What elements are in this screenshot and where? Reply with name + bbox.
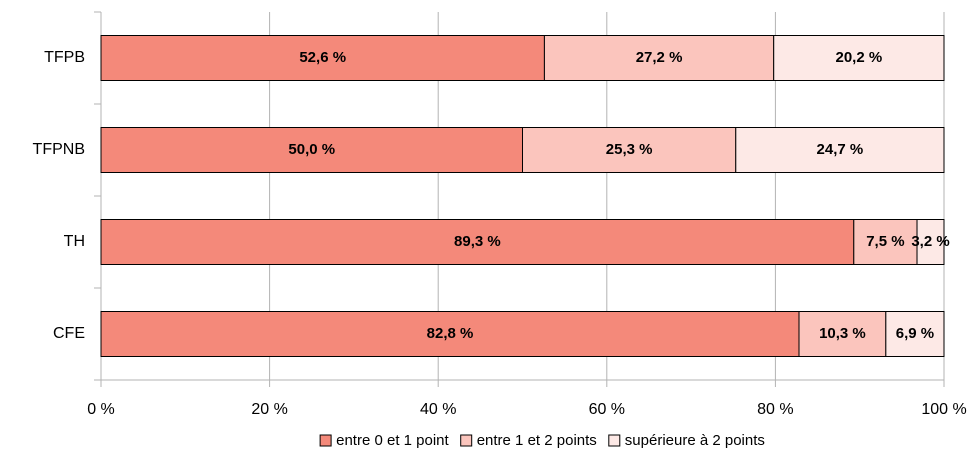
value-label: 89,3 % xyxy=(454,233,501,250)
y-tick-label: TFPB xyxy=(44,49,85,66)
bar-segment xyxy=(100,35,545,81)
legend-swatch xyxy=(608,434,621,447)
legend-label: supérieure à 2 points xyxy=(625,432,765,449)
bar-segment xyxy=(522,127,737,173)
x-tick-label: 80 % xyxy=(757,401,793,418)
legend-item: entre 1 et 2 points xyxy=(460,432,597,449)
legend-label: entre 1 et 2 points xyxy=(477,432,597,449)
value-label: 3,2 % xyxy=(911,233,949,250)
legend-label: entre 0 et 1 point xyxy=(336,432,449,449)
value-label: 10,3 % xyxy=(819,325,866,342)
value-label: 24,7 % xyxy=(817,141,864,158)
bar-segment xyxy=(100,311,800,357)
x-tick-label: 20 % xyxy=(251,401,287,418)
legend-swatch xyxy=(460,434,473,447)
value-label: 7,5 % xyxy=(866,233,904,250)
bar-segment xyxy=(916,219,945,265)
value-label: 50,0 % xyxy=(288,141,335,158)
value-label: 25,3 % xyxy=(606,141,653,158)
x-tick-label: 40 % xyxy=(420,401,456,418)
x-tick-label: 0 % xyxy=(87,401,115,418)
bar-segment xyxy=(735,127,945,173)
bar-segment xyxy=(100,219,855,265)
legend-item: supérieure à 2 points xyxy=(608,432,765,449)
value-label: 20,2 % xyxy=(836,49,883,66)
y-tick-label: TFPNB xyxy=(33,141,85,158)
bar-segment xyxy=(798,311,887,357)
bar-segment xyxy=(853,219,918,265)
value-label: 6,9 % xyxy=(896,325,934,342)
x-tick-label: 100 % xyxy=(921,401,966,418)
legend-swatch xyxy=(319,434,332,447)
bar-segment xyxy=(543,35,775,81)
value-label: 52,6 % xyxy=(299,49,346,66)
bar-segment xyxy=(885,311,945,357)
value-label: 82,8 % xyxy=(427,325,474,342)
y-tick-label: CFE xyxy=(53,325,85,342)
legend-item: entre 0 et 1 point xyxy=(319,432,450,449)
y-tick-label: TH xyxy=(64,233,85,250)
x-tick-label: 60 % xyxy=(589,401,625,418)
value-label: 27,2 % xyxy=(636,49,683,66)
bar-segment xyxy=(773,35,945,81)
bar-segment xyxy=(100,127,523,173)
